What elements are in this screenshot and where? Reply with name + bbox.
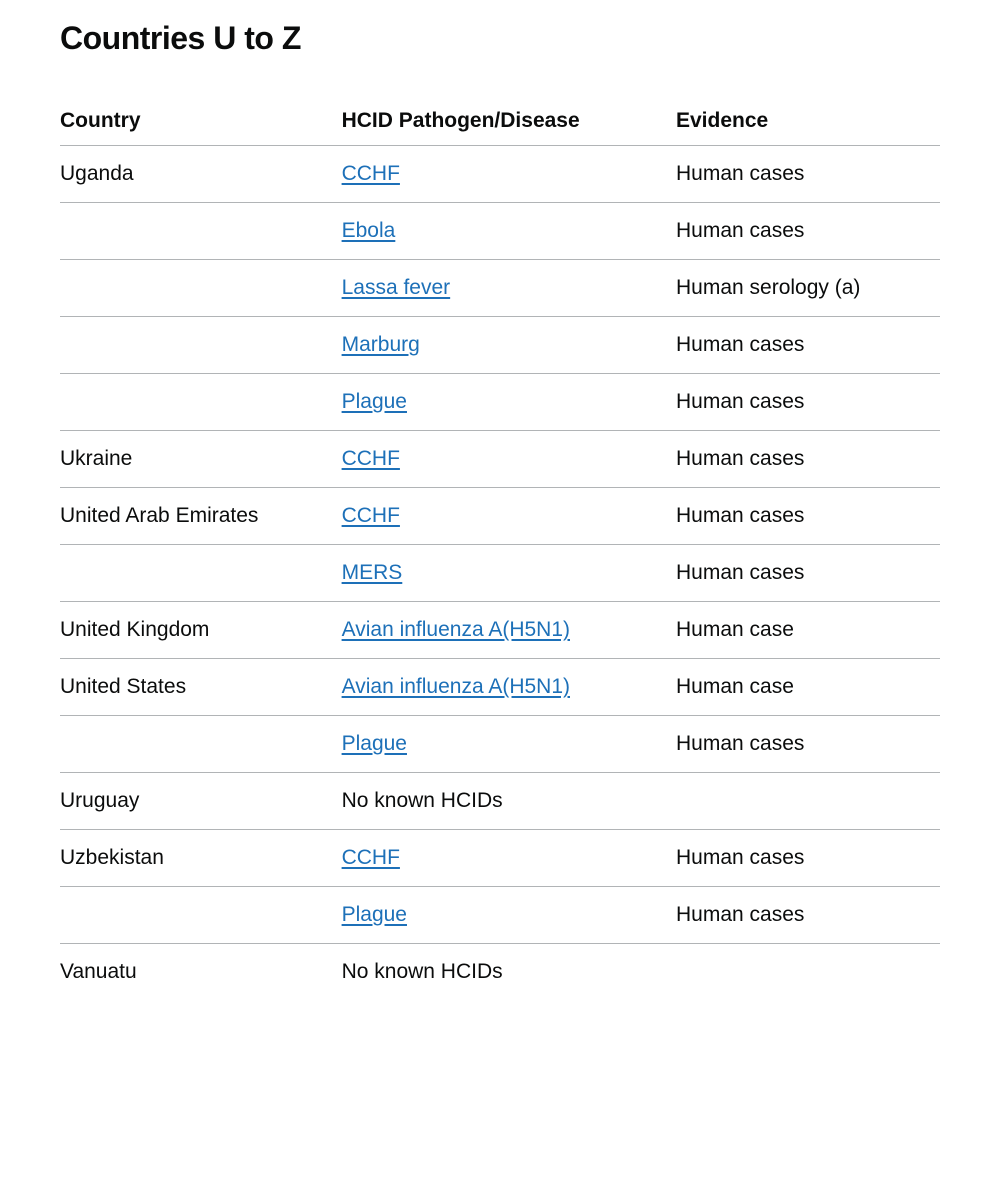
cell-pathogen: CCHF: [342, 146, 676, 203]
cell-pathogen: Plague: [342, 887, 676, 944]
table-row: UgandaCCHF Human cases: [60, 146, 940, 203]
table-row: Plague Human cases: [60, 716, 940, 773]
cell-pathogen: No known HCIDs: [342, 944, 676, 1001]
table-row: UzbekistanCCHF Human cases: [60, 830, 940, 887]
cell-country: [60, 716, 342, 773]
pathogen-link[interactable]: MERS: [342, 561, 403, 584]
cell-pathogen: Plague: [342, 716, 676, 773]
table-row: Lassa fever Human serology (a): [60, 260, 940, 317]
table-row: UruguayNo known HCIDs: [60, 773, 940, 830]
cell-pathogen: Lassa fever: [342, 260, 676, 317]
cell-pathogen: MERS: [342, 545, 676, 602]
cell-pathogen: Avian influenza A(H5N1): [342, 602, 676, 659]
cell-evidence: Human cases: [676, 317, 940, 374]
pathogen-link[interactable]: Avian influenza A(H5N1): [342, 618, 570, 641]
cell-evidence: Human case: [676, 659, 940, 716]
cell-pathogen: Marburg: [342, 317, 676, 374]
cell-pathogen: No known HCIDs: [342, 773, 676, 830]
cell-country: [60, 545, 342, 602]
cell-country: United Kingdom: [60, 602, 342, 659]
column-header-evidence: Evidence: [676, 97, 940, 146]
table-row: VanuatuNo known HCIDs: [60, 944, 940, 1001]
page-title: Countries U to Z: [60, 20, 940, 57]
cell-evidence: [676, 944, 940, 1001]
cell-evidence: Human cases: [676, 545, 940, 602]
column-header-country: Country: [60, 97, 342, 146]
cell-pathogen: Ebola: [342, 203, 676, 260]
cell-evidence: Human cases: [676, 488, 940, 545]
cell-country: Uzbekistan: [60, 830, 342, 887]
pathogen-link[interactable]: CCHF: [342, 846, 400, 869]
pathogen-link[interactable]: CCHF: [342, 162, 400, 185]
cell-country: Uruguay: [60, 773, 342, 830]
table-row: Ebola Human cases: [60, 203, 940, 260]
cell-evidence: Human cases: [676, 830, 940, 887]
pathogen-link[interactable]: Ebola: [342, 219, 396, 242]
cell-country: Ukraine: [60, 431, 342, 488]
cell-evidence: Human cases: [676, 146, 940, 203]
column-header-pathogen: HCID Pathogen/Disease: [342, 97, 676, 146]
cell-country: [60, 317, 342, 374]
pathogen-link[interactable]: CCHF: [342, 447, 400, 470]
pathogen-link[interactable]: Marburg: [342, 333, 420, 356]
pathogen-link[interactable]: CCHF: [342, 504, 400, 527]
cell-evidence: Human cases: [676, 887, 940, 944]
cell-evidence: [676, 773, 940, 830]
cell-country: [60, 887, 342, 944]
hcid-table: Country HCID Pathogen/Disease Evidence U…: [60, 97, 940, 1000]
pathogen-link[interactable]: Plague: [342, 903, 407, 926]
table-row: Plague Human cases: [60, 887, 940, 944]
cell-pathogen: CCHF: [342, 830, 676, 887]
table-row: Marburg Human cases: [60, 317, 940, 374]
table-header-row: Country HCID Pathogen/Disease Evidence: [60, 97, 940, 146]
cell-pathogen: CCHF: [342, 488, 676, 545]
table-row: United Arab EmiratesCCHF Human cases: [60, 488, 940, 545]
cell-evidence: Human serology (a): [676, 260, 940, 317]
table-row: UkraineCCHF Human cases: [60, 431, 940, 488]
pathogen-link[interactable]: Plague: [342, 390, 407, 413]
table-row: MERS Human cases: [60, 545, 940, 602]
cell-pathogen: Avian influenza A(H5N1): [342, 659, 676, 716]
cell-evidence: Human cases: [676, 203, 940, 260]
cell-country: [60, 203, 342, 260]
pathogen-link[interactable]: Avian influenza A(H5N1): [342, 675, 570, 698]
cell-evidence: Human cases: [676, 716, 940, 773]
cell-evidence: Human cases: [676, 431, 940, 488]
cell-country: Vanuatu: [60, 944, 342, 1001]
table-row: United StatesAvian influenza A(H5N1) Huma…: [60, 659, 940, 716]
cell-country: United States: [60, 659, 342, 716]
table-row: Plague Human cases: [60, 374, 940, 431]
cell-country: [60, 260, 342, 317]
cell-evidence: Human cases: [676, 374, 940, 431]
table-row: United KingdomAvian influenza A(H5N1) Hum…: [60, 602, 940, 659]
cell-evidence: Human case: [676, 602, 940, 659]
cell-pathogen: CCHF: [342, 431, 676, 488]
cell-country: United Arab Emirates: [60, 488, 342, 545]
cell-country: Uganda: [60, 146, 342, 203]
pathogen-link[interactable]: Plague: [342, 732, 407, 755]
cell-pathogen: Plague: [342, 374, 676, 431]
pathogen-link[interactable]: Lassa fever: [342, 276, 451, 299]
cell-country: [60, 374, 342, 431]
